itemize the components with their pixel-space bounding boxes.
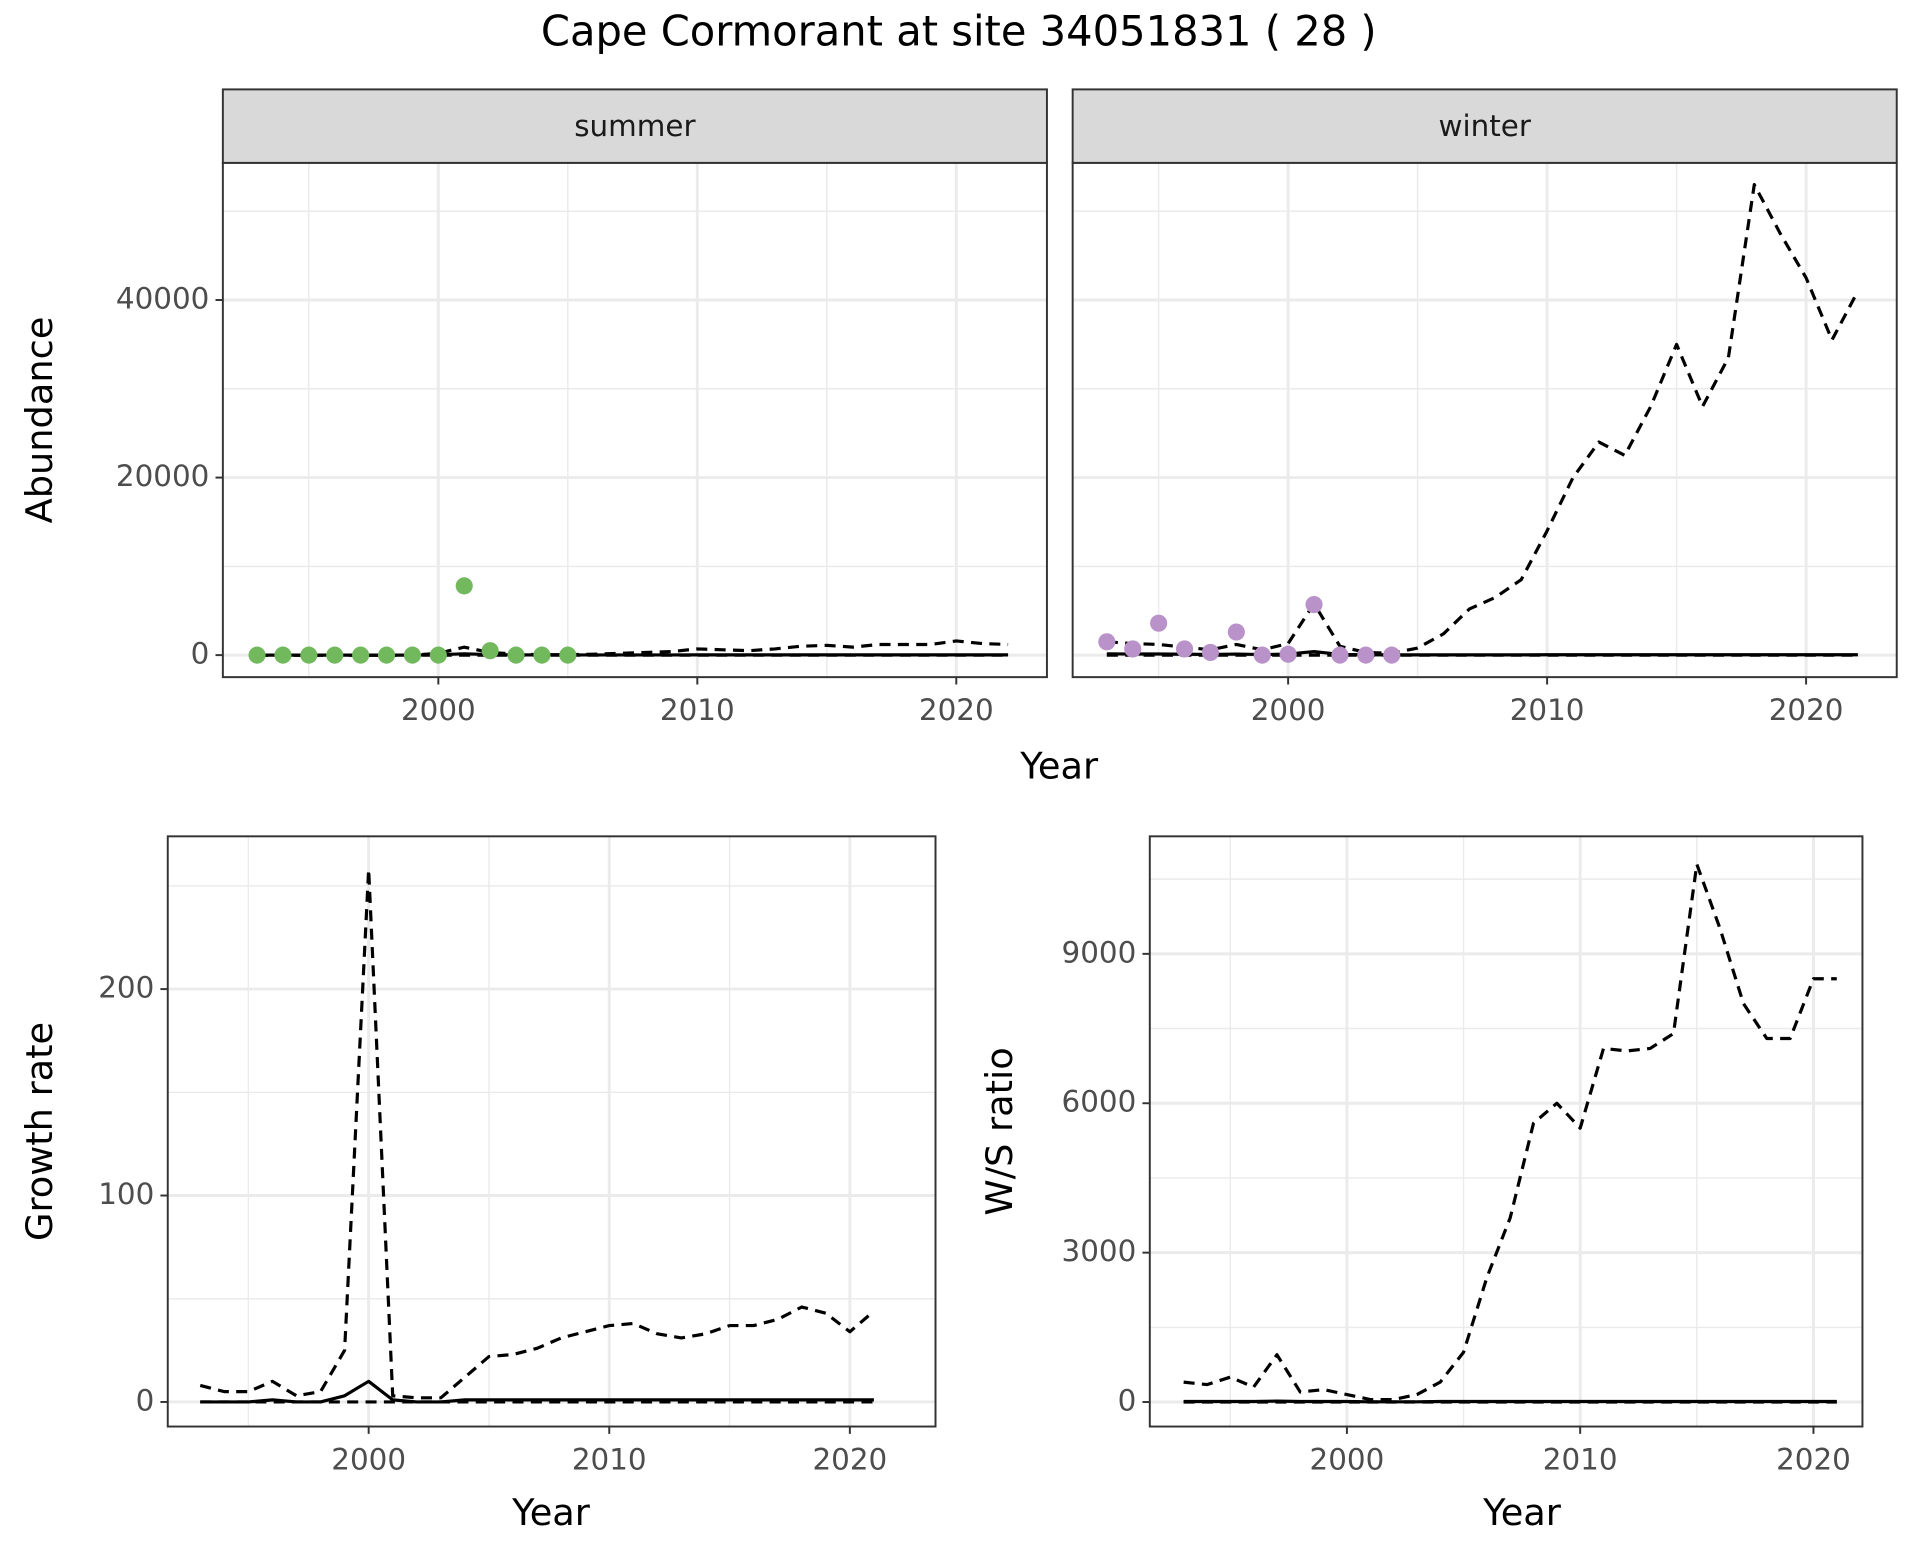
y-tick-label: 20000	[116, 459, 209, 493]
x-axis-title: Year	[511, 1491, 591, 1534]
data-point	[352, 646, 370, 664]
x-tick-label: 2000	[1251, 693, 1326, 727]
strip	[1071, 88, 1898, 164]
dashed-line	[1106, 183, 1860, 655]
panel-background	[1072, 162, 1897, 678]
y-axis-title: Abundance	[18, 317, 61, 524]
y-tick-label: 6000	[1062, 1085, 1137, 1119]
data-point	[248, 646, 266, 664]
x-tick-label: 2000	[1310, 1442, 1385, 1476]
data-point	[1253, 646, 1271, 664]
x-tick-label: 2000	[401, 693, 476, 727]
x-tick-label: 2010	[660, 693, 735, 727]
y-tick-label: 100	[98, 1177, 154, 1211]
solid-line	[1183, 1399, 1837, 1404]
data-point	[403, 646, 422, 664]
dashed-line	[257, 639, 1009, 657]
data-point	[1201, 643, 1220, 662]
data-point	[1124, 640, 1142, 658]
panel-border	[166, 835, 937, 1428]
data-point	[1357, 646, 1375, 664]
y-tick-label: 200	[98, 971, 154, 1005]
x-tick-label: 2000	[331, 1442, 406, 1476]
dashed-line	[199, 867, 875, 1400]
figure-title: Cape Cormorant at site 34051831 ( 28 )	[541, 6, 1377, 55]
data-point	[1383, 646, 1401, 664]
y-tick-label: 3000	[1062, 1234, 1137, 1268]
data-point	[377, 646, 396, 664]
data-point	[1331, 646, 1349, 664]
panel-border	[1148, 835, 1864, 1428]
data-point	[559, 646, 577, 664]
y-axis-title: Growth rate	[18, 1022, 61, 1241]
data-point	[533, 646, 551, 664]
x-axis-title: Year	[1482, 1491, 1562, 1534]
data-point	[455, 577, 473, 595]
y-tick-label: 0	[1118, 1384, 1137, 1418]
x-tick-label: 2020	[1776, 1442, 1851, 1476]
data-point	[1279, 645, 1297, 663]
y-tick-label: 40000	[116, 282, 209, 316]
y-tick-label: 0	[136, 1383, 155, 1417]
data-point	[274, 646, 292, 664]
data-point	[1150, 614, 1168, 632]
panel-background	[167, 836, 936, 1427]
y-axis-title: W/S ratio	[978, 1047, 1021, 1215]
x-tick-label: 2020	[919, 693, 994, 727]
x-tick-label: 2020	[1769, 693, 1844, 727]
data-point	[1098, 633, 1116, 651]
y-tick-label: 9000	[1062, 935, 1137, 969]
x-tick-label: 2010	[1510, 693, 1585, 727]
data-point	[429, 646, 447, 664]
data-point	[1175, 640, 1194, 658]
x-axis-title: Year	[1019, 744, 1099, 787]
strip-label: summer	[574, 109, 696, 143]
x-tick-label: 2010	[1543, 1442, 1618, 1476]
dashed-line	[1183, 862, 1837, 1402]
data-point	[481, 642, 499, 660]
panel-background	[1149, 836, 1863, 1427]
x-tick-label: 2010	[572, 1442, 647, 1476]
data-point	[1227, 623, 1245, 641]
data-point	[326, 646, 344, 664]
y-tick-label: 0	[191, 637, 210, 671]
strip	[221, 88, 1048, 164]
x-tick-label: 2020	[812, 1442, 887, 1476]
data-point	[1305, 595, 1323, 614]
strip-label: winter	[1438, 109, 1531, 143]
panel-background	[222, 162, 1047, 678]
data-point	[507, 646, 525, 664]
data-point	[300, 646, 318, 664]
